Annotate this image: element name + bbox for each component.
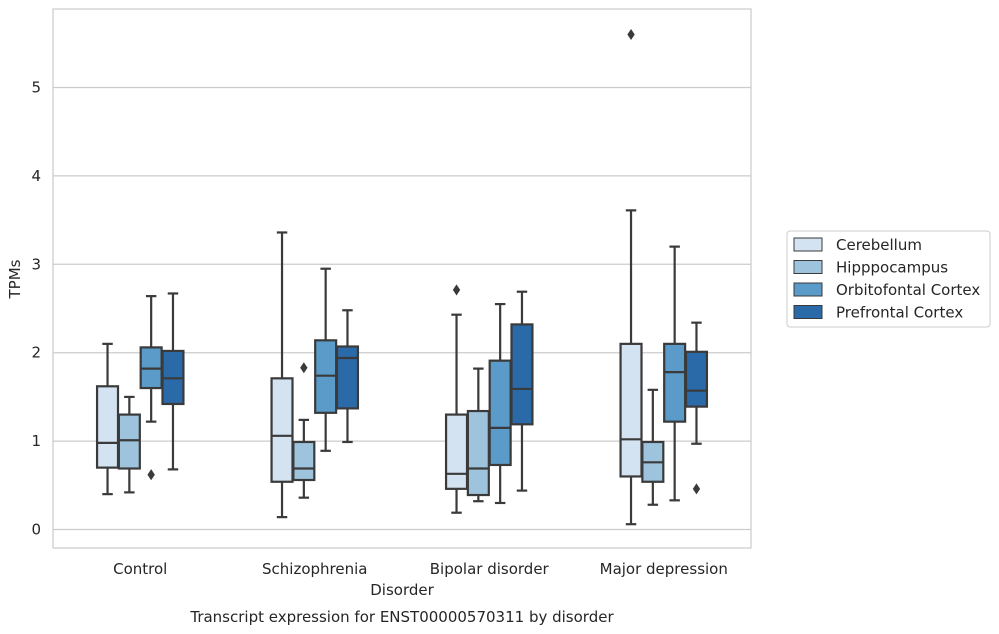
box-2-2 — [488, 302, 512, 505]
box-3-3 — [684, 321, 709, 495]
y-tick-labels: 0 1 2 3 4 5 — [31, 79, 41, 539]
outlier-point — [692, 483, 701, 495]
box-iqr — [95, 385, 120, 469]
y-axis-label: TPMs — [6, 259, 24, 299]
legend-swatch — [793, 305, 823, 319]
box-iqr — [335, 345, 360, 410]
outlier-point — [300, 362, 308, 374]
box-iqr — [663, 342, 687, 423]
x-tick-label: Control — [113, 560, 167, 578]
y-tick-label: 2 — [31, 344, 41, 362]
legend-label: Prefrontal Cortex — [836, 304, 963, 322]
box-0-1 — [270, 231, 294, 519]
box-iqr — [488, 359, 512, 467]
legend-label: Hipppocampus — [836, 259, 948, 277]
legend-label: Cerebellum — [836, 236, 922, 254]
chart-caption: Transcript expression for ENST0000057031… — [189, 608, 614, 626]
x-axis-label: Disorder — [370, 581, 434, 599]
box-2-3 — [663, 245, 687, 502]
box-0-0 — [95, 342, 120, 496]
y-tick-label: 5 — [31, 79, 41, 97]
box-iqr — [270, 377, 294, 483]
x-tick-labels: Control Schizophrenia Bipolar disorder Majo… — [113, 560, 728, 578]
legend-label: Orbitofontal Cortex — [836, 281, 980, 299]
box-iqr — [466, 409, 490, 497]
box-series — [95, 28, 709, 526]
outlier-point — [147, 469, 155, 481]
legend: Cerebellum Hipppocampus Orbitofontal Corte… — [786, 230, 991, 328]
box-iqr — [444, 413, 469, 490]
box-1-3 — [641, 388, 665, 506]
box-iqr — [510, 323, 534, 426]
x-tick-label: Schizophrenia — [262, 560, 367, 578]
outlier-point — [452, 284, 461, 296]
box-iqr — [619, 342, 643, 478]
box-iqr — [684, 350, 709, 408]
x-tick-label: Major depression — [600, 560, 728, 578]
plot-frame — [52, 8, 752, 549]
box-0-2 — [444, 284, 469, 514]
y-tick-label: 0 — [31, 521, 41, 539]
y-tick-label: 4 — [31, 167, 41, 185]
box-3-0 — [161, 292, 185, 471]
box-1-0 — [117, 395, 141, 494]
outlier-point — [627, 28, 635, 40]
x-tick-label: Bipolar disorder — [430, 560, 550, 578]
legend-frame — [786, 230, 991, 328]
box-iqr — [292, 440, 316, 482]
box-iqr — [117, 413, 141, 470]
legend-swatch — [793, 237, 823, 252]
box-3-1 — [335, 309, 360, 444]
legend-swatch — [793, 260, 823, 274]
box-1-1 — [292, 362, 316, 499]
box-0-3 — [619, 28, 643, 526]
box-2-1 — [314, 267, 338, 452]
box-3-2 — [510, 290, 534, 492]
legend-swatch — [793, 282, 823, 297]
y-tick-label: 1 — [31, 432, 41, 450]
y-tick-label: 3 — [31, 255, 41, 273]
